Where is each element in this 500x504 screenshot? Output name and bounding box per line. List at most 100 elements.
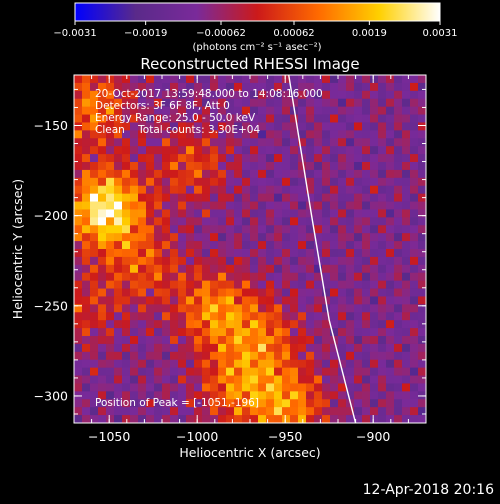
heatmap-pixel: [114, 193, 123, 202]
heatmap-pixel: [362, 162, 371, 171]
heatmap-pixel: [178, 233, 187, 242]
heatmap-pixel: [90, 272, 99, 282]
heatmap-pixel: [154, 106, 163, 115]
heatmap-pixel: [378, 288, 387, 297]
heatmap-pixel: [98, 312, 107, 321]
heatmap-pixel: [194, 359, 203, 369]
heatmap-pixel: [106, 122, 115, 131]
heatmap-pixel: [90, 169, 99, 179]
heatmap-pixel: [314, 375, 323, 384]
heatmap-pixel: [130, 154, 139, 163]
heatmap-pixel: [82, 146, 91, 155]
heatmap-pixel: [202, 106, 211, 115]
heatmap-pixel: [234, 320, 243, 329]
heatmap-pixel: [186, 407, 195, 416]
heatmap-pixel: [170, 375, 179, 384]
heatmap-pixel: [338, 304, 347, 313]
heatmap-pixel: [74, 375, 83, 384]
heatmap-pixel: [234, 193, 243, 202]
heatmap-pixel: [394, 233, 403, 242]
heatmap-pixel: [162, 114, 171, 123]
heatmap-pixel: [138, 122, 147, 131]
heatmap-pixel: [74, 383, 83, 392]
heatmap-pixel: [274, 225, 283, 234]
heatmap-pixel: [122, 193, 131, 202]
heatmap-pixel: [290, 359, 299, 369]
heatmap-pixel: [202, 304, 211, 313]
heatmap-pixel: [274, 217, 283, 226]
heatmap-pixel: [418, 154, 426, 163]
heatmap-pixel: [378, 320, 387, 329]
heatmap-pixel: [162, 351, 171, 361]
heatmap-pixel: [346, 75, 355, 84]
heatmap-pixel: [146, 296, 155, 305]
heatmap-pixel: [298, 225, 307, 234]
heatmap-pixel: [258, 169, 267, 179]
heatmap-pixel: [370, 154, 379, 163]
x-axis-label: Heliocentric X (arcsec): [179, 445, 320, 460]
heatmap-pixel: [162, 264, 171, 274]
heatmap-pixel: [82, 106, 91, 115]
heatmap-pixel: [122, 264, 131, 274]
heatmap-pixel: [274, 415, 283, 423]
heatmap-pixel: [330, 399, 339, 408]
heatmap-pixel: [250, 122, 259, 131]
heatmap-pixel: [282, 217, 291, 226]
heatmap-pixel: [82, 304, 91, 313]
heatmap-pixel: [178, 249, 187, 258]
heatmap-pixel: [106, 98, 115, 108]
heatmap-pixel: [162, 415, 171, 423]
heatmap-pixel: [314, 82, 323, 92]
heatmap-pixel: [74, 177, 83, 187]
heatmap-pixel: [162, 272, 171, 282]
heatmap-pixel: [362, 415, 371, 423]
heatmap-pixel: [394, 193, 403, 202]
heatmap-pixel: [258, 233, 267, 242]
heatmap-pixel: [290, 351, 299, 361]
heatmap-pixel: [114, 359, 123, 369]
heatmap-pixel: [90, 343, 99, 353]
heatmap-pixel: [250, 288, 259, 297]
heatmap-pixel: [242, 209, 251, 218]
heatmap-pixel: [378, 415, 387, 423]
heatmap-pixel: [418, 185, 426, 195]
heatmap-pixel: [402, 336, 411, 345]
heatmap-pixel: [90, 162, 99, 171]
heatmap-pixel: [98, 154, 107, 163]
heatmap-pixel: [226, 162, 235, 171]
heatmap-pixel: [418, 343, 426, 353]
heatmap-pixel: [346, 296, 355, 305]
heatmap-pixel: [114, 391, 123, 400]
heatmap-pixel: [146, 154, 155, 163]
heatmap-pixel: [298, 98, 307, 108]
heatmap-pixel: [306, 122, 315, 131]
heatmap-pixel: [202, 288, 211, 297]
heatmap-pixel: [194, 193, 203, 202]
heatmap-pixel: [146, 320, 155, 329]
heatmap-pixel: [330, 138, 339, 147]
heatmap-pixel: [338, 320, 347, 329]
heatmap-pixel: [90, 82, 99, 92]
heatmap-pixel: [298, 415, 307, 423]
heatmap-pixel: [146, 193, 155, 202]
heatmap-pixel: [250, 359, 259, 369]
heatmap-pixel: [410, 288, 419, 297]
heatmap-pixel: [266, 407, 275, 416]
heatmap-pixel: [194, 264, 203, 274]
heatmap-pixel: [306, 256, 315, 266]
heatmap-pixel: [314, 185, 323, 195]
heatmap-pixel: [186, 138, 195, 147]
heatmap-pixel: [234, 336, 243, 345]
heatmap-pixel: [354, 106, 363, 115]
heatmap-pixel: [106, 264, 115, 274]
heatmap-pixel: [242, 146, 251, 155]
heatmap-pixel: [242, 122, 251, 131]
heatmap-pixel: [194, 106, 203, 115]
heatmap-pixel: [250, 320, 259, 329]
heatmap-pixel: [418, 256, 426, 266]
heatmap-pixel: [418, 98, 426, 108]
heatmap-pixel: [234, 272, 243, 282]
heatmap-pixel: [170, 177, 179, 187]
heatmap-pixel: [378, 75, 387, 84]
heatmap-pixel: [106, 280, 115, 289]
